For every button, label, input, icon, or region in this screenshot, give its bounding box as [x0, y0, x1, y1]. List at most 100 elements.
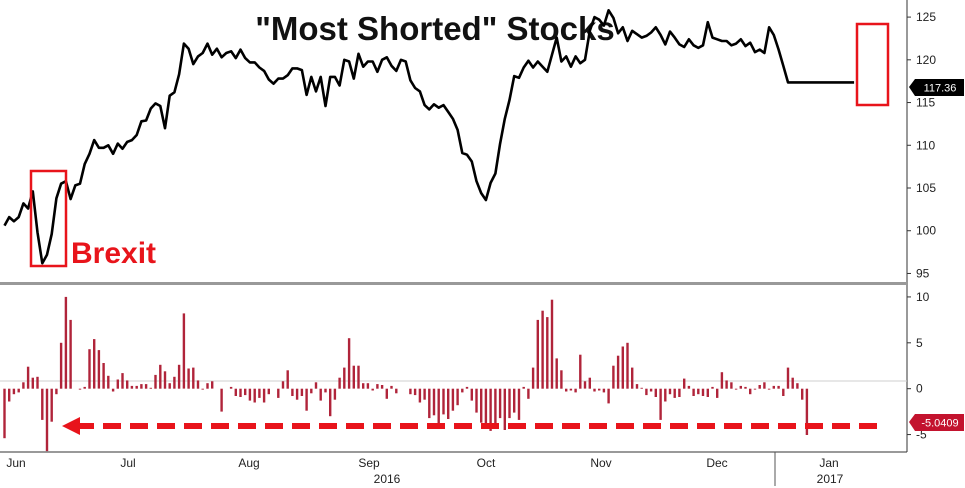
change-bar [423, 388, 426, 400]
change-bar [640, 387, 643, 389]
change-bar [418, 388, 422, 403]
change-bar [432, 388, 436, 416]
change-bar [319, 388, 322, 401]
change-bars [3, 296, 809, 452]
change-bar [616, 355, 620, 389]
change-bar [692, 388, 695, 396]
change-bar [17, 388, 20, 393]
change-bar [300, 388, 304, 396]
change-bar [687, 385, 691, 389]
price-tick-label: 105 [916, 181, 936, 195]
change-bar [678, 388, 681, 397]
change-bar [451, 388, 455, 411]
change-bar [41, 388, 44, 420]
change-bar [522, 386, 525, 389]
change-bar [88, 349, 91, 389]
change-bar [201, 388, 204, 390]
change-bar [352, 365, 355, 389]
x-axis: Jun Jul Aug Sep Oct Nov Dec Jan 2016 201… [0, 451, 907, 486]
change-bar [395, 388, 398, 394]
change-bar [560, 370, 563, 389]
month-label-jun: Jun [6, 456, 25, 470]
price-y-ticks: 95 100 105 110 115 120 125 [907, 10, 936, 280]
change-bar [734, 388, 738, 390]
change-bar [805, 388, 809, 435]
change-bar [602, 388, 606, 393]
price-tick-label: 110 [916, 138, 935, 152]
change-bar [470, 388, 473, 401]
change-bar [565, 388, 568, 392]
change-bar [376, 384, 379, 389]
change-bar [767, 388, 771, 390]
month-label-sep: Sep [358, 456, 380, 470]
change-bar [659, 388, 662, 420]
change-bar [126, 380, 129, 389]
change-bar [385, 388, 388, 399]
change-bar [569, 388, 573, 391]
change-bar [706, 388, 709, 397]
change-bar [277, 388, 280, 398]
change-bar [59, 342, 63, 389]
chart-title: "Most Shorted" Stocks [255, 10, 615, 47]
change-bar [93, 339, 96, 389]
change-bar [239, 388, 242, 397]
change-bar [413, 388, 417, 396]
change-bar [362, 383, 365, 389]
change-bar [140, 384, 143, 389]
change-bar [234, 388, 237, 396]
change-bar [55, 388, 58, 395]
change-bar [182, 313, 186, 389]
change-tick-label: -5 [916, 428, 927, 442]
change-bar [782, 388, 785, 396]
change-bar [357, 365, 360, 389]
year-label-2016: 2016 [374, 472, 401, 486]
change-bar [649, 388, 653, 392]
change-bar [159, 364, 162, 389]
change-bar [583, 381, 587, 389]
change-tick-label: 10 [916, 290, 930, 304]
change-bar [508, 388, 511, 419]
change-bar [409, 388, 412, 395]
month-label-aug: Aug [238, 456, 259, 470]
change-bar [758, 385, 761, 389]
change-bar [390, 385, 393, 389]
change-bar [550, 299, 554, 389]
change-bar [229, 386, 233, 389]
change-panel: 10 5 0 -5 -5.0409 [0, 285, 964, 452]
change-bar [12, 388, 16, 395]
change-bar [177, 364, 181, 389]
change-bar [626, 342, 629, 389]
change-bar [50, 388, 53, 422]
change-bar [154, 374, 157, 389]
change-bar [588, 377, 591, 389]
change-bar [102, 363, 105, 389]
change-bar [83, 386, 86, 389]
change-last-value-pointer [909, 414, 964, 431]
change-bar [3, 388, 6, 439]
change-bar [645, 388, 648, 396]
change-bar [541, 310, 544, 389]
change-bar [517, 388, 521, 420]
change-bar [69, 319, 72, 389]
change-bar [503, 388, 506, 430]
change-bar [484, 388, 488, 424]
change-bar [111, 388, 115, 392]
change-bar [607, 388, 610, 404]
change-bar [258, 388, 261, 398]
change-bar [480, 388, 483, 423]
change-bar [749, 388, 752, 395]
change-bar [36, 376, 39, 389]
change-bar [220, 388, 223, 412]
change-bar [428, 388, 431, 419]
change-bar [763, 382, 766, 389]
change-bar [130, 385, 134, 389]
change-bar [121, 373, 124, 389]
change-bar [720, 372, 724, 389]
change-bar [730, 382, 733, 389]
change-bar [579, 354, 582, 389]
change-bar [267, 388, 270, 395]
change-bar [173, 376, 176, 389]
change-bar [498, 388, 502, 419]
change-bar [135, 385, 138, 389]
